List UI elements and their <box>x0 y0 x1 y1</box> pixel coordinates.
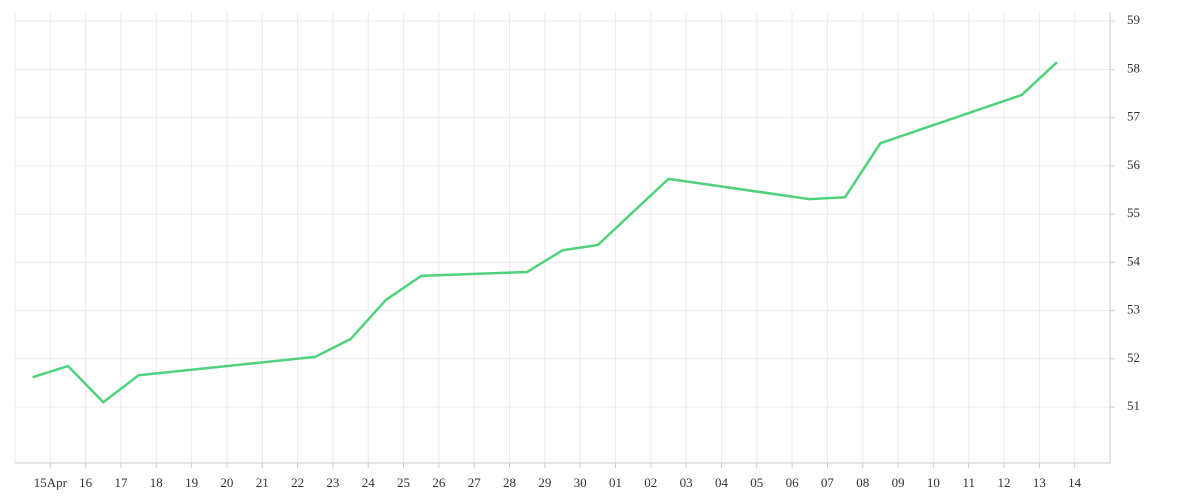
y-tick-label: 58 <box>1127 60 1140 75</box>
y-tick-label: 56 <box>1127 157 1141 172</box>
x-tick-label: 16 <box>79 475 93 490</box>
y-tick-label: 52 <box>1127 350 1140 365</box>
x-tick-label: 07 <box>821 475 835 490</box>
x-tick-label: 01 <box>609 475 622 490</box>
x-tick-label: 08 <box>856 475 869 490</box>
x-tick-label: 03 <box>680 475 693 490</box>
x-tick-label: 28 <box>503 475 516 490</box>
x-tick-label: 27 <box>468 475 482 490</box>
x-tick-label: 05 <box>750 475 763 490</box>
x-tick-label: 30 <box>574 475 587 490</box>
y-tick-label: 59 <box>1127 12 1140 27</box>
x-tick-label: 14 <box>1068 475 1082 490</box>
x-tick-label: 21 <box>256 475 269 490</box>
x-tick-label: 26 <box>432 475 446 490</box>
x-tick-label: 23 <box>326 475 339 490</box>
x-tick-label: 10 <box>927 475 940 490</box>
x-tick-label: 17 <box>114 475 128 490</box>
x-tick-label: 22 <box>291 475 304 490</box>
y-tick-label: 54 <box>1127 253 1141 268</box>
y-tick-label: 55 <box>1127 205 1140 220</box>
y-tick-label: 57 <box>1127 109 1141 124</box>
x-tick-label: 02 <box>644 475 657 490</box>
x-tick-label: 11 <box>962 475 975 490</box>
x-tick-label: 13 <box>1033 475 1046 490</box>
y-tick-label: 53 <box>1127 302 1140 317</box>
x-tick-label: 20 <box>220 475 233 490</box>
x-tick-label: 15Apr <box>34 475 68 490</box>
x-tick-label: 12 <box>998 475 1011 490</box>
y-tick-label: 51 <box>1127 398 1140 413</box>
x-tick-label: 04 <box>715 475 729 490</box>
x-tick-label: 24 <box>362 475 376 490</box>
x-tick-label: 06 <box>786 475 800 490</box>
x-tick-label: 29 <box>538 475 551 490</box>
data-line <box>32 61 1058 404</box>
x-tick-label: 18 <box>150 475 163 490</box>
x-tick-label: 09 <box>892 475 905 490</box>
x-tick-label: 19 <box>185 475 198 490</box>
x-tick-label: 25 <box>397 475 410 490</box>
